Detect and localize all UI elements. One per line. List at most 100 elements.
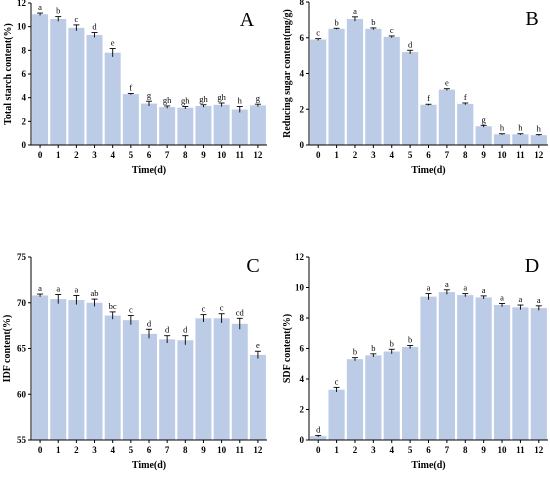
bar-b-0 bbox=[310, 39, 327, 145]
error-bar-b-8 bbox=[462, 102, 469, 105]
significance-label: a bbox=[74, 284, 78, 294]
error-bar-c-10 bbox=[218, 313, 225, 323]
bar-a-9 bbox=[195, 105, 212, 145]
x-tick-label: 10 bbox=[498, 445, 508, 455]
y-tick-label: 8 bbox=[22, 45, 27, 55]
bar-c-6 bbox=[141, 333, 157, 440]
error-bar-b-0 bbox=[315, 38, 322, 41]
significance-label: e bbox=[256, 340, 260, 350]
x-tick-label: 12 bbox=[534, 445, 544, 455]
bar-b-2 bbox=[346, 18, 364, 146]
significance-label: h bbox=[500, 123, 505, 133]
x-tick-label: 4 bbox=[389, 445, 394, 455]
x-tick-label: 11 bbox=[516, 150, 525, 160]
error-bar-c-2 bbox=[73, 294, 80, 305]
x-tick-label: 11 bbox=[236, 445, 245, 455]
error-bar-d-0 bbox=[315, 434, 322, 437]
y-tick-label: 70 bbox=[17, 298, 27, 308]
y-tick-label: 6 bbox=[22, 69, 27, 79]
y-tick-label: 0 bbox=[22, 140, 27, 150]
bar-b-4 bbox=[383, 36, 400, 145]
error-bar-a-2 bbox=[73, 24, 80, 31]
x-tick-label: 11 bbox=[236, 150, 245, 160]
bar-c-12 bbox=[249, 354, 266, 440]
error-bar-b-1 bbox=[333, 27, 340, 30]
bar-c-5 bbox=[122, 320, 139, 440]
error-bar-c-9 bbox=[200, 314, 207, 322]
bar-b-11 bbox=[512, 134, 529, 145]
x-tick-label: 10 bbox=[217, 150, 227, 160]
error-bar-d-8 bbox=[462, 293, 469, 297]
y-tick-label: 10 bbox=[17, 22, 27, 32]
error-bar-d-7 bbox=[443, 289, 450, 295]
bar-c-4 bbox=[104, 315, 121, 440]
error-bar-a-9 bbox=[200, 104, 207, 108]
x-tick-label: 0 bbox=[38, 150, 43, 160]
error-bar-b-4 bbox=[388, 35, 395, 38]
significance-label: c bbox=[316, 28, 320, 38]
x-tick-label: 1 bbox=[334, 150, 339, 160]
error-bar-b-11 bbox=[517, 133, 524, 135]
bar-d-7 bbox=[438, 292, 455, 440]
bar-d-9 bbox=[475, 297, 492, 440]
x-tick-label: 9 bbox=[201, 445, 206, 455]
significance-label: c bbox=[335, 376, 339, 386]
panel-letter: A bbox=[240, 9, 255, 31]
significance-label: b bbox=[56, 6, 60, 16]
panel-letter: D bbox=[525, 255, 539, 277]
bar-a-6 bbox=[141, 103, 157, 145]
panel-letter: B bbox=[525, 8, 538, 30]
y-tick-label: 0 bbox=[300, 140, 305, 150]
bar-a-3 bbox=[86, 34, 103, 146]
x-tick-label: 7 bbox=[445, 150, 450, 160]
x-tick-label: 8 bbox=[183, 150, 188, 160]
bar-c-7 bbox=[159, 339, 176, 440]
error-bar-a-8 bbox=[182, 106, 189, 109]
significance-label: a bbox=[463, 283, 467, 293]
error-bar-c-3 bbox=[91, 298, 98, 307]
error-bar-c-5 bbox=[127, 315, 134, 325]
y-tick-label: 4 bbox=[300, 69, 305, 79]
y-tick-label: 2 bbox=[22, 116, 27, 126]
error-bar-d-11 bbox=[517, 304, 524, 310]
x-tick-label: 7 bbox=[445, 445, 450, 455]
x-axis-title: Time(d) bbox=[132, 165, 166, 176]
x-tick-label: 2 bbox=[74, 150, 79, 160]
significance-label: cd bbox=[236, 307, 245, 317]
bar-b-7 bbox=[438, 89, 455, 145]
bar-c-8 bbox=[177, 340, 194, 440]
bar-a-12 bbox=[249, 105, 266, 145]
bar-d-4 bbox=[383, 351, 400, 440]
error-bar-a-0 bbox=[37, 12, 44, 16]
error-bar-d-10 bbox=[499, 303, 506, 307]
y-axis-title: SDF content(%) bbox=[282, 314, 293, 383]
x-tick-label: 12 bbox=[534, 150, 544, 160]
significance-label: ab bbox=[91, 288, 99, 298]
y-tick-label: 10 bbox=[295, 283, 305, 293]
x-tick-label: 5 bbox=[129, 150, 134, 160]
x-tick-label: 3 bbox=[92, 150, 97, 160]
y-tick-label: 12 bbox=[295, 252, 305, 262]
bar-b-1 bbox=[328, 28, 345, 146]
bar-a-1 bbox=[50, 18, 67, 145]
y-tick-label: 55 bbox=[17, 435, 27, 445]
x-tick-label: 4 bbox=[389, 150, 394, 160]
bar-c-3 bbox=[86, 302, 103, 440]
error-bar-b-5 bbox=[407, 49, 414, 54]
bar-b-6 bbox=[420, 104, 437, 145]
significance-label: g bbox=[256, 93, 261, 103]
x-tick-label: 3 bbox=[371, 150, 376, 160]
significance-label: h bbox=[238, 96, 243, 106]
x-tick-label: 4 bbox=[110, 445, 115, 455]
error-bar-d-5 bbox=[407, 345, 414, 349]
y-tick-label: 4 bbox=[300, 374, 305, 384]
error-bar-b-2 bbox=[351, 16, 358, 22]
bar-d-5 bbox=[402, 346, 419, 440]
significance-label: a bbox=[427, 283, 431, 293]
bar-b-10 bbox=[493, 134, 511, 145]
bar-d-0 bbox=[310, 436, 327, 440]
